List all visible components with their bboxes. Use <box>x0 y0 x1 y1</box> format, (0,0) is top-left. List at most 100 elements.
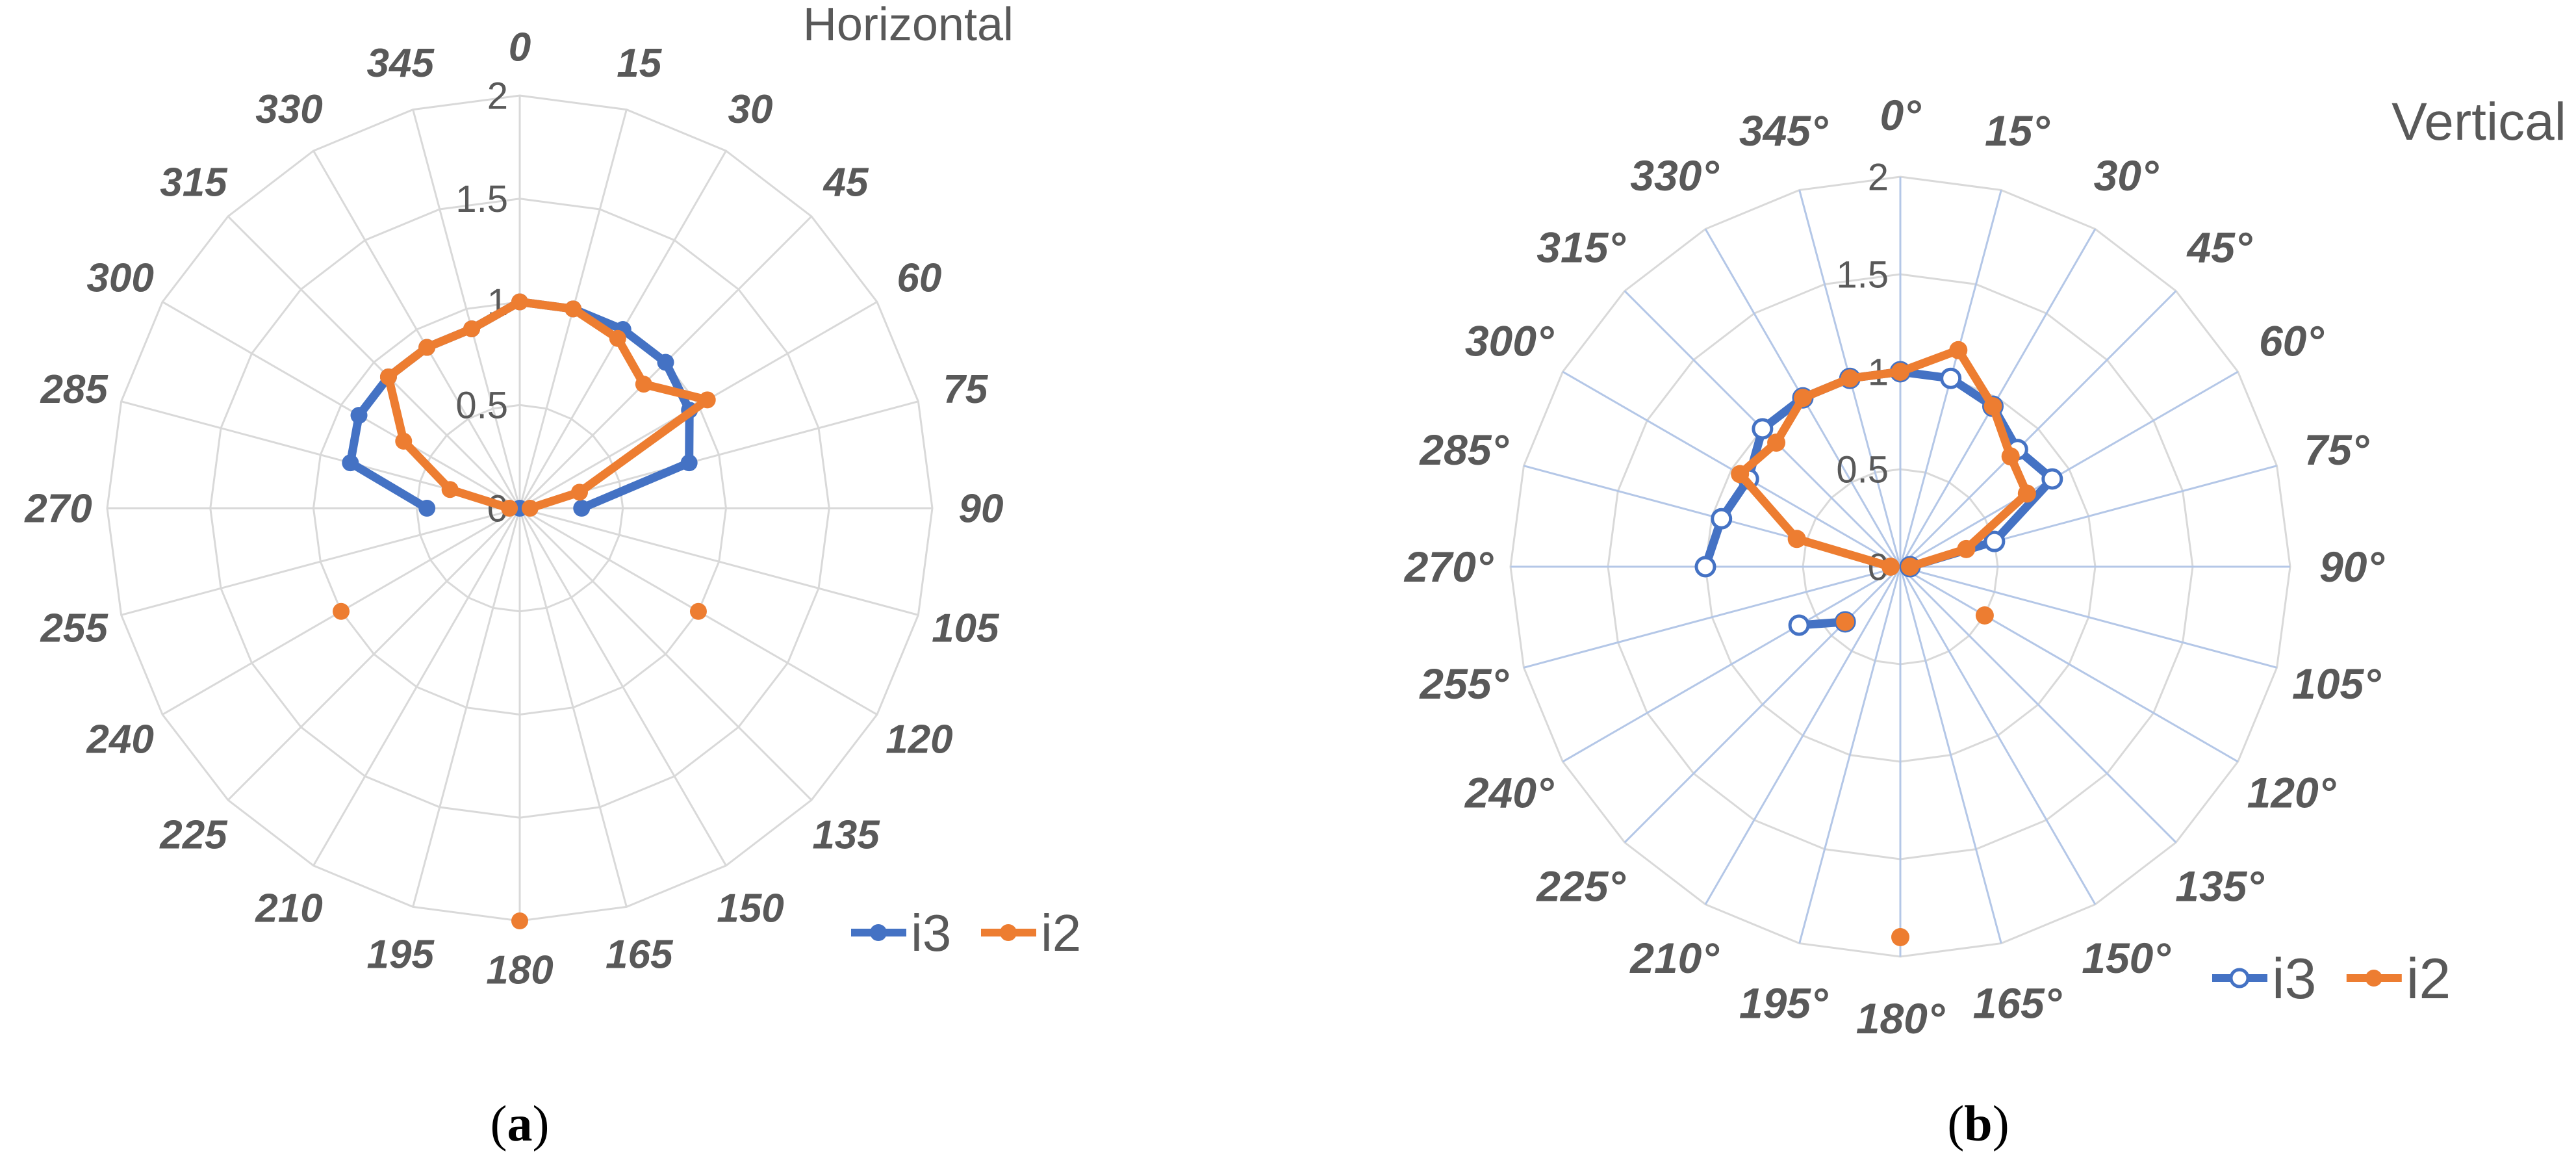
data-point-i2 <box>511 293 528 311</box>
data-point-i3 <box>680 454 698 472</box>
angle-tick-label: 285 <box>40 367 108 412</box>
data-point-i2 <box>1731 465 1750 484</box>
angle-tick-label: 45 <box>823 161 869 205</box>
legend-item-i3: i3 <box>851 904 951 962</box>
angle-tick-label: 345 <box>367 41 435 86</box>
angle-tick-label: 45° <box>2186 224 2252 272</box>
grid-spoke <box>518 508 727 866</box>
angle-tick-label: 225° <box>1535 862 1626 910</box>
angle-tick-label: 0 <box>509 25 531 70</box>
legend-label: i2 <box>1041 904 1081 962</box>
chart-vertical: 0° 15° 30° 45°60° 75° 90° 105° 120° 135°150° 165°… <box>1403 91 2566 1152</box>
angle-tick-label: 270 <box>24 487 92 532</box>
grid-spoke <box>518 507 813 801</box>
grid-spoke <box>312 150 521 509</box>
angle-tick-label: 135° <box>2175 862 2264 910</box>
angle-tick-label: 90 <box>959 487 1004 532</box>
angle-tick-label: 285° <box>1418 426 1509 474</box>
legend-item-i2: i2 <box>2346 946 2451 1011</box>
angle-tick-label: 75 <box>943 367 988 412</box>
data-point-i2 <box>418 339 436 356</box>
data-point-i3 <box>342 454 359 472</box>
grid-spoke <box>519 507 919 616</box>
data-point-i2 <box>1794 389 1812 407</box>
angle-tick-label: 150° <box>2082 934 2171 982</box>
data-point-i3 <box>1694 556 1716 578</box>
data-point-i3 <box>1940 367 1962 389</box>
grid-spoke <box>518 508 628 907</box>
data-point-i3 <box>657 354 674 371</box>
angle-tick-label: 15° <box>1985 107 2050 155</box>
grid-spoke <box>162 301 520 510</box>
data-point-i2 <box>689 602 707 620</box>
grid-spoke <box>227 215 521 510</box>
angle-tick-label: 105° <box>2292 660 2381 708</box>
angle-tick-label: 255° <box>1418 660 1509 708</box>
angle-tick-label: 300° <box>1465 317 1554 365</box>
angle-tick-label: 240 <box>86 717 153 762</box>
angle-tick-label: 135 <box>812 813 880 858</box>
data-point-i2 <box>1787 530 1806 549</box>
data-point-i2 <box>1891 928 1909 946</box>
angle-tick-label: 330° <box>1630 151 1719 200</box>
angle-tick-label: 0° <box>1880 91 1921 139</box>
data-point-i3 <box>573 500 591 517</box>
grid-spoke <box>1562 370 1901 568</box>
legend-item-i2: i2 <box>981 904 1081 962</box>
data-point-i2 <box>511 912 528 929</box>
data-point-i2 <box>571 484 589 501</box>
data-point-i2 <box>635 376 652 393</box>
angle-tick-label: 255 <box>40 606 108 651</box>
chart-title: Vertical <box>2391 92 2566 151</box>
data-point-i3 <box>418 500 436 517</box>
angle-tick-label: 210° <box>1629 934 1719 982</box>
data-point-i2 <box>1891 363 1909 381</box>
legend-marker <box>2365 970 2382 987</box>
grid-spoke <box>1900 565 2239 763</box>
angle-tick-label: 180 <box>486 948 553 993</box>
data-point-i2 <box>333 602 350 620</box>
figure-caption: (a) <box>491 1095 550 1152</box>
grid-spoke <box>1899 566 2002 944</box>
angle-tick-label: 165 <box>606 933 674 977</box>
grid-spoke <box>121 507 520 616</box>
data-point-i2 <box>1957 539 1976 558</box>
angle-tick-label: 225 <box>159 813 228 858</box>
data-point-i2 <box>1983 397 2002 416</box>
legend-marker <box>2229 968 2250 988</box>
data-point-i3 <box>1752 418 1774 440</box>
data-point-i2 <box>2001 447 2020 466</box>
legend-label: i3 <box>2272 946 2317 1011</box>
angle-tick-label: 120° <box>2247 769 2336 817</box>
data-point-i2 <box>521 500 539 517</box>
data-point-i2 <box>463 320 481 337</box>
data-point-i3 <box>2041 468 2063 490</box>
legend-marker <box>1000 924 1017 941</box>
data-point-i2 <box>1841 369 1859 388</box>
angle-tick-label: 270° <box>1403 543 1494 591</box>
angle-tick-label: 105 <box>932 606 1000 651</box>
data-point-i3 <box>350 407 368 424</box>
legend-label: i3 <box>911 904 951 962</box>
data-point-i3 <box>1788 614 1810 636</box>
grid-spoke <box>1798 566 1902 944</box>
grid-spoke <box>1624 565 1902 844</box>
grid-spoke <box>1899 566 2097 905</box>
grid-spoke <box>1562 565 1901 763</box>
grid-spoke <box>1899 565 2177 844</box>
data-point-i2 <box>2017 484 2036 503</box>
data-point-i2 <box>501 500 518 517</box>
radial-tick-label: 1.5 <box>455 178 508 220</box>
grid-spoke <box>1524 565 1901 669</box>
angle-tick-label: 90° <box>2319 543 2384 591</box>
data-point-i2 <box>1881 558 1900 576</box>
legend-marker <box>870 924 887 941</box>
grid-spoke <box>1900 565 2277 669</box>
radial-tick-label: 0.5 <box>455 385 508 427</box>
angle-tick-label: 300 <box>86 256 153 301</box>
angle-tick-label: 30 <box>728 87 773 132</box>
data-point-i2 <box>1836 612 1855 631</box>
angle-tick-label: 120 <box>886 717 952 762</box>
grid-spoke <box>312 508 521 866</box>
grid-spoke <box>412 508 521 907</box>
